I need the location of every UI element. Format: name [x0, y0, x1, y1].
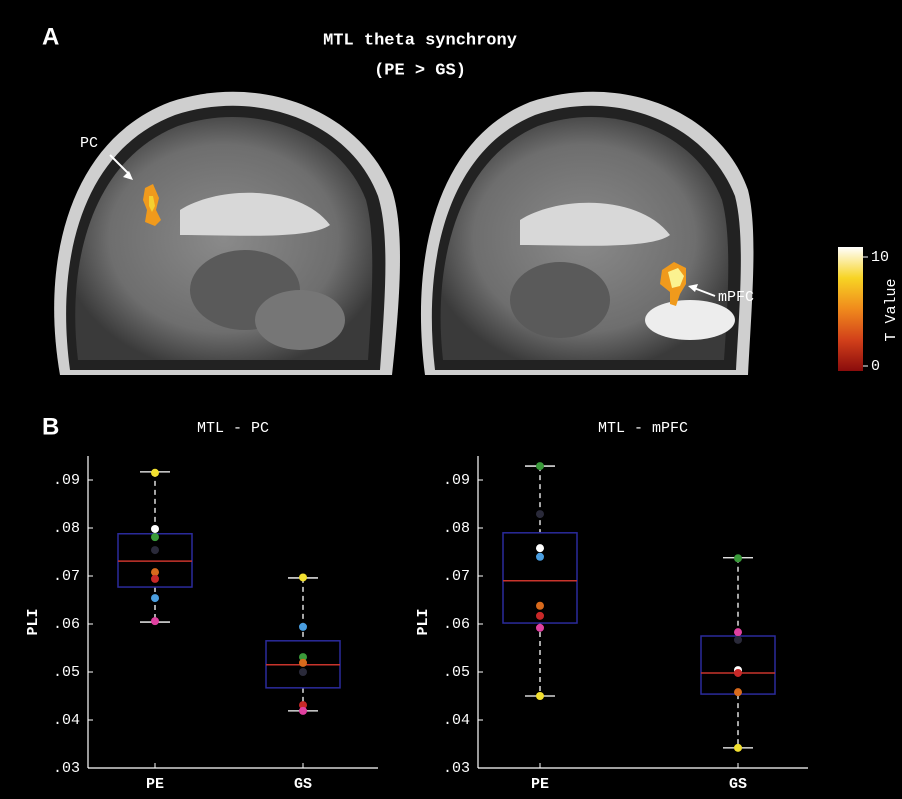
y-axis-label: PLI — [415, 608, 432, 635]
brain-image-left — [52, 92, 400, 375]
panel-subtitle: (PE > GS) — [374, 61, 466, 80]
y-tick-label: .05 — [53, 664, 80, 681]
x-tick-label: GS — [729, 776, 747, 793]
data-point — [734, 628, 742, 636]
x-tick-label: GS — [294, 776, 312, 793]
data-point — [151, 546, 159, 554]
colorbar — [838, 247, 863, 371]
x-tick-label: PE — [531, 776, 549, 793]
data-point — [536, 462, 544, 470]
data-point — [734, 688, 742, 696]
data-point — [536, 612, 544, 620]
figure: A MTL theta synchrony (PE > GS) PC mPFC … — [0, 0, 902, 799]
data-point — [536, 510, 544, 518]
y-tick-label: .06 — [53, 616, 80, 633]
chart-title: MTL - PC — [197, 420, 269, 437]
data-point — [734, 669, 742, 677]
colorbar-tick-label: 0 — [871, 358, 880, 375]
annotation: PC — [80, 135, 98, 152]
data-point — [299, 659, 307, 667]
y-tick-label: .09 — [443, 472, 470, 489]
data-point — [299, 573, 307, 581]
data-point — [151, 617, 159, 625]
data-point — [536, 602, 544, 610]
y-tick-label: .03 — [443, 760, 470, 777]
data-point — [734, 554, 742, 562]
y-tick-label: .08 — [443, 520, 470, 537]
y-axis-label: PLI — [25, 608, 42, 635]
data-point — [536, 553, 544, 561]
y-tick-label: .06 — [443, 616, 470, 633]
colorbar-label: T Value — [883, 278, 900, 341]
panel-title: MTL theta synchrony — [323, 31, 517, 50]
data-point — [734, 636, 742, 644]
page: { "panel_a": { "label": "A", "title": ["… — [0, 0, 902, 799]
chart-title: MTL - mPFC — [598, 420, 688, 437]
data-point — [151, 575, 159, 583]
data-point — [151, 525, 159, 533]
y-tick-label: .09 — [53, 472, 80, 489]
colorbar-tick-label: 10 — [871, 249, 889, 266]
y-tick-label: .04 — [443, 712, 470, 729]
data-point — [734, 744, 742, 752]
data-point — [536, 544, 544, 552]
annotation: mPFC — [718, 289, 754, 306]
y-tick-label: .04 — [53, 712, 80, 729]
data-point — [151, 469, 159, 477]
y-tick-label: .08 — [53, 520, 80, 537]
data-point — [536, 692, 544, 700]
data-point — [299, 707, 307, 715]
data-point — [151, 594, 159, 602]
y-tick-label: .03 — [53, 760, 80, 777]
panel-label: B — [42, 413, 59, 440]
data-point — [536, 624, 544, 632]
y-tick-label: .05 — [443, 664, 470, 681]
data-point — [151, 533, 159, 541]
brain-image-right — [415, 92, 753, 375]
x-tick-label: PE — [146, 776, 164, 793]
data-point — [299, 668, 307, 676]
y-tick-label: .07 — [443, 568, 470, 585]
y-tick-label: .07 — [53, 568, 80, 585]
panel-label: A — [42, 23, 59, 50]
data-point — [299, 623, 307, 631]
